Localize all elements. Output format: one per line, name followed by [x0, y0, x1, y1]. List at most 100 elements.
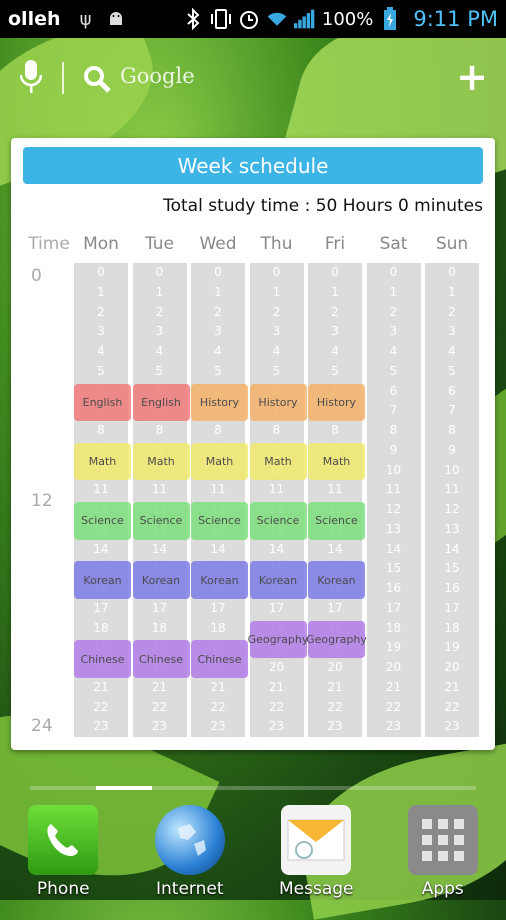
hour-label: 1 — [191, 283, 245, 303]
dock-item-phone[interactable]: Phone — [0, 800, 127, 900]
hour-label: 3 — [425, 322, 479, 342]
schedule-block[interactable]: History — [191, 384, 248, 422]
hour-label: 15 — [367, 559, 421, 579]
hour-label: 16 — [425, 579, 479, 599]
schedule-block[interactable]: English — [133, 384, 190, 422]
hour-label: 8 — [133, 421, 187, 441]
day-header: Sun — [425, 234, 479, 254]
hour-label: 9 — [367, 441, 421, 461]
hour-label: 11 — [191, 480, 245, 500]
phone-icon[interactable] — [28, 805, 98, 875]
dock-item-message[interactable]: Message — [253, 800, 380, 900]
hour-label: 13 — [425, 520, 479, 540]
google-search-widget[interactable]: Google + — [0, 52, 506, 106]
hour-label: 14 — [425, 540, 479, 560]
schedule-block[interactable]: History — [250, 384, 307, 422]
hour-label: 7 — [425, 401, 479, 421]
hour-label: 20 — [250, 658, 304, 678]
schedule-block[interactable]: Math — [74, 443, 131, 481]
google-label[interactable]: Google — [120, 64, 195, 88]
schedule-block[interactable]: Geography — [250, 621, 307, 659]
hour-label: 16 — [367, 579, 421, 599]
hour-label: 4 — [250, 342, 304, 362]
add-widget-icon[interactable]: + — [456, 58, 488, 96]
schedule-block[interactable]: Math — [308, 443, 365, 481]
hour-label: 12 — [367, 500, 421, 520]
clock: 9:11 PM — [413, 7, 498, 31]
schedule-block[interactable]: Korean — [133, 561, 190, 599]
hour-label: 22 — [425, 698, 479, 718]
schedule-block[interactable]: Korean — [308, 561, 365, 599]
schedule-block[interactable]: Chinese — [74, 640, 131, 678]
hour-label: 17 — [367, 599, 421, 619]
hour-label: 21 — [367, 678, 421, 698]
hour-label: 14 — [191, 540, 245, 560]
hour-label: 11 — [250, 480, 304, 500]
message-icon[interactable] — [281, 805, 351, 875]
hour-label: 21 — [74, 678, 128, 698]
signal-icon — [294, 8, 316, 30]
hour-label: 17 — [425, 599, 479, 619]
hour-label: 5 — [250, 362, 304, 382]
week-schedule-button[interactable]: Week schedule — [23, 147, 483, 184]
hour-label: 5 — [74, 362, 128, 382]
schedule-block[interactable]: Science — [191, 502, 248, 540]
hour-label: 5 — [191, 362, 245, 382]
globe-icon[interactable] — [155, 805, 225, 875]
hour-label: 10 — [425, 461, 479, 481]
schedule-block[interactable]: Chinese — [191, 640, 248, 678]
battery-percent: 100% — [322, 9, 373, 30]
schedule-block[interactable]: Geography — [308, 621, 365, 659]
hour-label: 22 — [191, 698, 245, 718]
hour-label: 21 — [250, 678, 304, 698]
schedule-block[interactable]: History — [308, 384, 365, 422]
time-mark: 24 — [31, 716, 53, 736]
dock: Phone Internet Message Apps — [0, 800, 506, 900]
schedule-block[interactable]: English — [74, 384, 131, 422]
schedule-block[interactable]: Math — [250, 443, 307, 481]
hour-label: 3 — [191, 322, 245, 342]
status-bar: olleh ψ 100% 9:11 PM — [0, 0, 506, 38]
dock-item-apps[interactable]: Apps — [380, 800, 506, 900]
schedule-block[interactable]: Math — [191, 443, 248, 481]
hour-label: 22 — [74, 698, 128, 718]
hour-label: 17 — [74, 599, 128, 619]
hour-label: 22 — [308, 698, 362, 718]
hour-label: 1 — [367, 283, 421, 303]
schedule-block[interactable]: Science — [308, 502, 365, 540]
schedule-block[interactable]: Science — [133, 502, 190, 540]
hour-label: 1 — [425, 283, 479, 303]
hour-label: 0 — [367, 263, 421, 283]
schedule-block[interactable]: Chinese — [133, 640, 190, 678]
hour-label: 21 — [191, 678, 245, 698]
hour-label: 14 — [133, 540, 187, 560]
schedule-block[interactable]: Math — [133, 443, 190, 481]
hour-label: 2 — [425, 303, 479, 323]
schedule-block[interactable]: Korean — [191, 561, 248, 599]
schedule-block[interactable]: Science — [250, 502, 307, 540]
search-icon[interactable] — [82, 64, 112, 94]
schedule-block[interactable]: Science — [74, 502, 131, 540]
day-header: Mon — [74, 234, 128, 254]
page-indicator — [30, 786, 476, 790]
hour-label: 21 — [425, 678, 479, 698]
hour-label: 8 — [425, 421, 479, 441]
apps-grid-icon[interactable] — [408, 805, 478, 875]
carrier-label: olleh — [8, 8, 61, 30]
hour-label: 21 — [308, 678, 362, 698]
schedule-block[interactable]: Korean — [250, 561, 307, 599]
hour-label: 2 — [133, 303, 187, 323]
dock-item-internet[interactable]: Internet — [127, 800, 254, 900]
microphone-icon[interactable] — [20, 60, 42, 94]
hour-label: 5 — [425, 362, 479, 382]
day-header: Wed — [191, 234, 245, 254]
hour-label: 2 — [367, 303, 421, 323]
schedule-block[interactable]: Korean — [74, 561, 131, 599]
hour-label: 2 — [250, 303, 304, 323]
usb-icon: ψ — [75, 8, 97, 30]
hour-label: 11 — [425, 480, 479, 500]
